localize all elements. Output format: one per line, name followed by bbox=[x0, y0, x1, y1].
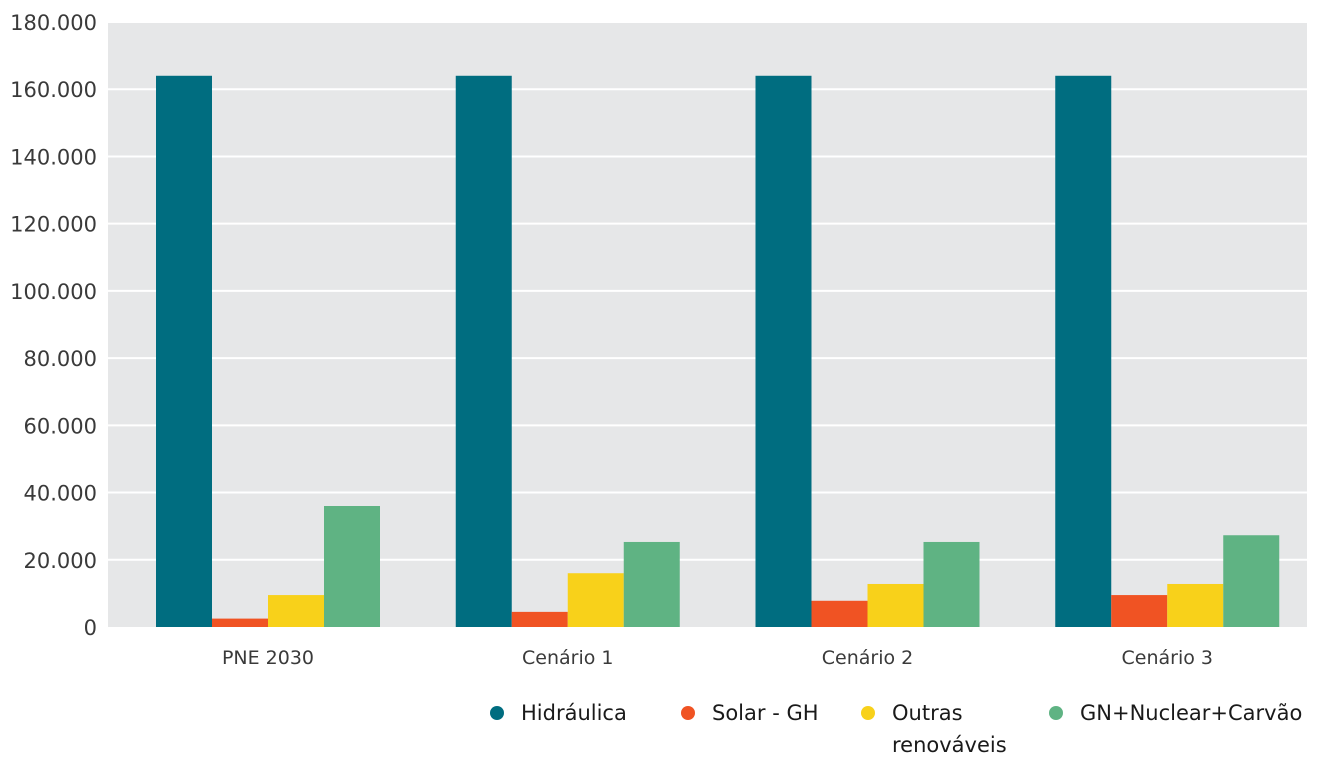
legend-marker bbox=[681, 706, 695, 720]
bar-3-0 bbox=[324, 506, 380, 627]
bar-3-3 bbox=[1223, 535, 1280, 627]
y-tick-label: 160.000 bbox=[10, 78, 97, 102]
legend-marker bbox=[861, 706, 875, 720]
x-tick-label: Cenário 1 bbox=[522, 647, 613, 669]
bar-2-0 bbox=[268, 595, 324, 627]
y-tick-label: 80.000 bbox=[24, 347, 97, 371]
legend-label: GN+Nuclear+Carvão bbox=[1080, 701, 1302, 725]
legend-marker bbox=[490, 706, 504, 720]
bar-1-1 bbox=[511, 611, 568, 627]
y-axis: 0 20.000 40.000 60.000 80.000 100.000 120.000 1… bbox=[10, 11, 97, 640]
bar-3-1 bbox=[623, 541, 680, 627]
x-tick-label: PNE 2030 bbox=[222, 647, 314, 669]
bar-1-2 bbox=[811, 600, 868, 627]
y-tick-label: 140.000 bbox=[10, 145, 97, 169]
y-tick-label: 60.000 bbox=[24, 414, 97, 438]
legend: Hidráulica Solar - GH Outras renováveis GN+N… bbox=[490, 701, 1302, 757]
legend-marker bbox=[1049, 706, 1063, 720]
y-tick-label: 180.000 bbox=[10, 11, 97, 35]
bar-0-1 bbox=[455, 75, 512, 628]
gridlines bbox=[108, 21, 1307, 561]
y-tick-label: 0 bbox=[84, 616, 97, 640]
bar-2-3 bbox=[1167, 583, 1224, 627]
bar-0-0 bbox=[156, 75, 212, 628]
legend-label: Hidráulica bbox=[521, 701, 627, 725]
legend-label: Solar - GH bbox=[712, 701, 819, 725]
x-tick-label: Cenário 3 bbox=[1122, 647, 1213, 669]
bar-0-3 bbox=[1055, 75, 1112, 628]
bar-1-3 bbox=[1111, 595, 1168, 627]
y-tick-label: 120.000 bbox=[10, 213, 97, 237]
bar-2-1 bbox=[567, 573, 624, 627]
y-tick-label: 20.000 bbox=[24, 549, 97, 573]
bar-1-0 bbox=[212, 618, 268, 627]
bar-3-2 bbox=[923, 541, 980, 627]
y-tick-label: 40.000 bbox=[24, 482, 97, 506]
x-tick-label: Cenário 2 bbox=[822, 647, 913, 669]
y-tick-label: 100.000 bbox=[10, 280, 97, 304]
legend-label: Outras renováveis bbox=[892, 701, 1007, 757]
plot-background bbox=[108, 22, 1307, 627]
x-axis: PNE 2030 Cenário 1 Cenário 2 Cenário 3 bbox=[222, 647, 1213, 669]
bar-2-2 bbox=[867, 583, 924, 627]
bar-0-2 bbox=[755, 75, 812, 628]
bars bbox=[156, 75, 1280, 628]
